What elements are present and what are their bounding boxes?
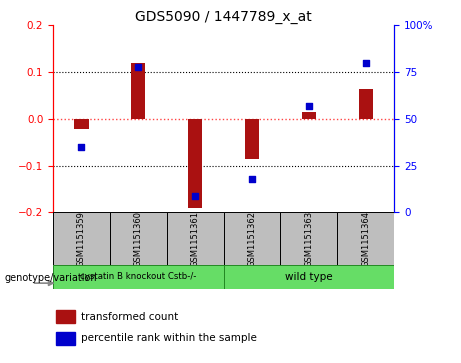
Text: GSM1151364: GSM1151364 bbox=[361, 211, 370, 267]
Text: GSM1151361: GSM1151361 bbox=[191, 211, 200, 267]
Point bbox=[305, 103, 313, 109]
Point bbox=[135, 64, 142, 69]
Bar bbox=[245, 119, 259, 159]
Bar bbox=[188, 119, 202, 208]
Point bbox=[78, 144, 85, 150]
Bar bbox=[131, 63, 145, 119]
Text: GSM1151362: GSM1151362 bbox=[248, 211, 256, 267]
Bar bbox=[224, 265, 394, 289]
Point bbox=[248, 176, 256, 182]
Title: GDS5090 / 1447789_x_at: GDS5090 / 1447789_x_at bbox=[135, 11, 312, 24]
Text: GSM1151359: GSM1151359 bbox=[77, 211, 86, 266]
Bar bbox=[224, 212, 280, 265]
Text: cystatin B knockout Cstb-/-: cystatin B knockout Cstb-/- bbox=[80, 272, 196, 281]
Text: GSM1151360: GSM1151360 bbox=[134, 211, 143, 267]
Bar bbox=[280, 212, 337, 265]
Bar bbox=[359, 89, 373, 119]
Bar bbox=[167, 212, 224, 265]
Text: transformed count: transformed count bbox=[81, 312, 178, 322]
Bar bbox=[53, 212, 110, 265]
Text: wild type: wild type bbox=[285, 272, 333, 282]
Text: genotype/variation: genotype/variation bbox=[5, 273, 97, 284]
Bar bbox=[110, 212, 167, 265]
Bar bbox=[56, 310, 76, 323]
Bar bbox=[56, 332, 76, 345]
Text: percentile rank within the sample: percentile rank within the sample bbox=[81, 334, 257, 343]
Text: GSM1151363: GSM1151363 bbox=[304, 211, 313, 267]
Bar bbox=[302, 112, 316, 119]
Bar bbox=[74, 119, 89, 129]
Bar bbox=[53, 265, 224, 289]
Bar bbox=[337, 212, 394, 265]
Point bbox=[191, 193, 199, 199]
Point bbox=[362, 60, 369, 66]
